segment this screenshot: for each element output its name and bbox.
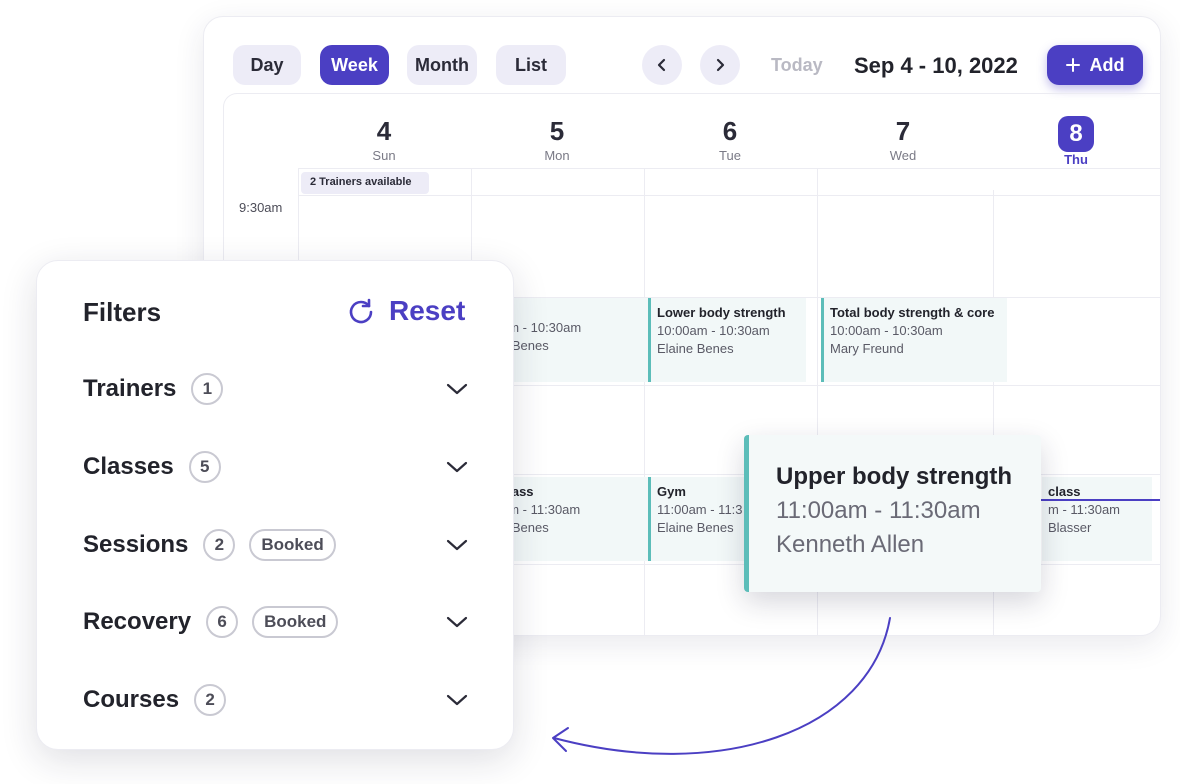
event-title: Total body strength & core bbox=[830, 305, 995, 320]
filter-label: Recovery bbox=[83, 608, 192, 635]
chevron-left-icon bbox=[657, 58, 666, 72]
event-trainer: Mary Freund bbox=[830, 341, 904, 356]
grid-row-line bbox=[298, 385, 1160, 386]
event-time: 11:00am - 11:3 bbox=[657, 502, 743, 517]
event-trainer: e Benes bbox=[501, 520, 549, 535]
grid-column-line bbox=[993, 190, 994, 635]
event-card-tue-2[interactable]: Gym 11:00am - 11:3 Elaine Benes bbox=[648, 477, 758, 561]
event-title: Gym bbox=[657, 484, 686, 499]
chevron-down-icon[interactable] bbox=[445, 688, 469, 712]
popover-title: Upper body strength bbox=[776, 463, 1013, 490]
popover-time: 11:00am - 11:30am bbox=[776, 497, 981, 524]
event-time: m - 11:30am bbox=[1048, 502, 1121, 517]
previous-week-button[interactable] bbox=[642, 45, 682, 85]
filter-row-recovery[interactable]: Recovery 6 Booked bbox=[83, 604, 469, 640]
event-title: Lower body strength bbox=[657, 305, 786, 320]
day-number: 8 bbox=[1058, 116, 1094, 152]
view-month-button[interactable]: Month bbox=[407, 45, 477, 85]
filter-label: Classes bbox=[83, 453, 174, 480]
grid-row-line bbox=[298, 195, 1160, 196]
popover-trainer: Kenneth Allen bbox=[776, 531, 925, 558]
day-name: Mon bbox=[544, 148, 570, 163]
chevron-down-icon[interactable] bbox=[445, 533, 469, 557]
date-range-label: Sep 4 - 10, 2022 bbox=[854, 53, 1018, 78]
filter-row-classes[interactable]: Classes 5 bbox=[83, 449, 469, 485]
event-title: class bbox=[1048, 484, 1081, 499]
event-card-thu-2[interactable]: class m - 11:30am Blasser bbox=[1042, 477, 1152, 561]
filter-count-badge: 6 bbox=[206, 606, 239, 638]
day-header-tue[interactable]: 6 Tue bbox=[644, 116, 816, 163]
filter-label: Trainers bbox=[83, 375, 177, 402]
day-name: Sun bbox=[372, 148, 396, 163]
booked-tag: Booked bbox=[249, 529, 336, 561]
day-number: 6 bbox=[722, 116, 738, 146]
event-trainer: Elaine Benes bbox=[657, 341, 734, 356]
grid-column-line bbox=[644, 168, 645, 635]
event-card-wed-1[interactable]: Total body strength & core 10:00am - 10:… bbox=[821, 298, 1007, 382]
day-number: 4 bbox=[376, 116, 392, 146]
event-time: 10:00am - 10:30am bbox=[830, 323, 943, 338]
filter-label: Courses bbox=[83, 686, 180, 713]
refresh-icon bbox=[349, 298, 373, 324]
add-button[interactable]: Add bbox=[1047, 45, 1143, 85]
calendar-toolbar: Day Week Month List Today Sep 4 - 10, 20… bbox=[204, 17, 1160, 95]
current-time-line bbox=[1024, 499, 1160, 501]
event-popover[interactable]: Upper body strength 11:00am - 11:30am Ke… bbox=[744, 435, 1041, 592]
event-card-mon-2[interactable]: class am - 11:30am e Benes bbox=[495, 477, 653, 561]
filter-count-badge: 1 bbox=[191, 373, 224, 405]
filter-row-trainers[interactable]: Trainers 1 bbox=[83, 371, 469, 407]
event-card-tue-1[interactable]: Lower body strength 10:00am - 10:30am El… bbox=[648, 298, 806, 382]
view-day-button[interactable]: Day bbox=[233, 45, 301, 85]
grid-column-line bbox=[817, 168, 818, 635]
filter-count-badge: 2 bbox=[203, 529, 236, 561]
event-trainer: Elaine Benes bbox=[657, 520, 734, 535]
curved-arrow-icon bbox=[552, 617, 891, 755]
filter-label: Sessions bbox=[83, 531, 189, 558]
grid-row-line bbox=[298, 564, 1160, 565]
day-name: Wed bbox=[889, 148, 917, 163]
event-trainer: e Benes bbox=[501, 338, 549, 353]
day-number: 7 bbox=[895, 116, 911, 146]
filter-count-badge: 5 bbox=[188, 451, 221, 483]
day-name: Tue bbox=[719, 148, 741, 163]
next-week-button[interactable] bbox=[700, 45, 740, 85]
view-week-button[interactable]: Week bbox=[320, 45, 389, 85]
reset-label: Reset bbox=[389, 295, 466, 326]
event-title: class bbox=[501, 484, 534, 499]
filter-count-badge: 2 bbox=[194, 684, 227, 716]
filter-row-sessions[interactable]: Sessions 2 Booked bbox=[83, 527, 469, 563]
event-time: am - 11:30am bbox=[501, 502, 581, 517]
filters-title: Filters bbox=[83, 297, 162, 327]
day-header-mon[interactable]: 5 Mon bbox=[471, 116, 643, 163]
add-button-label: Add bbox=[1089, 54, 1125, 75]
day-name: Thu bbox=[1064, 152, 1088, 167]
day-header-thu-today[interactable]: 8 Thu bbox=[990, 116, 1160, 167]
event-time: 10:00am - 10:30am bbox=[657, 323, 770, 338]
booked-tag: Booked bbox=[252, 606, 339, 638]
grid-row-line bbox=[298, 297, 1160, 298]
chevron-down-icon[interactable] bbox=[445, 455, 469, 479]
day-header-wed[interactable]: 7 Wed bbox=[817, 116, 989, 163]
time-label: 9:30am bbox=[239, 200, 283, 215]
event-trainer: Blasser bbox=[1048, 520, 1092, 535]
view-list-button[interactable]: List bbox=[496, 45, 566, 85]
day-header-sun[interactable]: 4 Sun bbox=[298, 116, 470, 163]
today-button[interactable]: Today bbox=[771, 55, 823, 75]
grid-row-line bbox=[298, 474, 1160, 475]
grid-row-line bbox=[298, 168, 1160, 169]
reset-button[interactable]: Reset bbox=[347, 295, 465, 327]
chevron-right-icon bbox=[716, 58, 725, 72]
event-card-mon-1[interactable]: am - 10:30am e Benes bbox=[495, 298, 653, 382]
plus-icon bbox=[1065, 58, 1080, 72]
filters-panel: Filters Reset Trainers 1 Classes 5 Sessi… bbox=[36, 260, 514, 750]
availability-chip[interactable]: 2 Trainers available bbox=[301, 172, 429, 194]
filter-row-courses[interactable]: Courses 2 bbox=[83, 682, 469, 718]
event-time: am - 10:30am bbox=[501, 320, 582, 335]
day-number: 5 bbox=[549, 116, 565, 146]
chevron-down-icon[interactable] bbox=[445, 610, 469, 634]
chevron-down-icon[interactable] bbox=[445, 377, 469, 401]
